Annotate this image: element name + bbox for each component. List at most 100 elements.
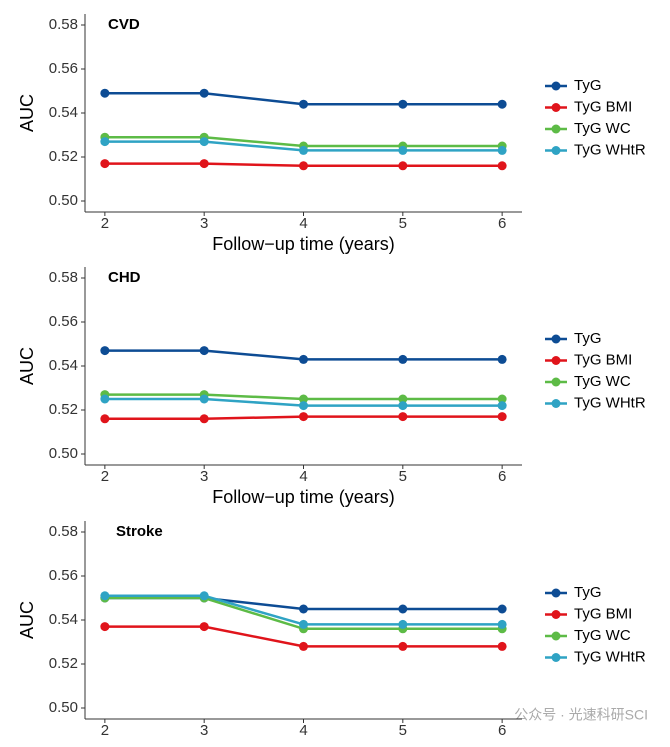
legend-label: TyG WC <box>574 120 631 137</box>
x-tick-label: 5 <box>399 722 407 739</box>
point <box>100 591 110 601</box>
y-tick-label: 0.54 <box>49 611 78 628</box>
point <box>299 641 308 651</box>
point <box>100 159 110 169</box>
panel-title: Stroke <box>116 523 163 540</box>
legend-key-point <box>551 103 561 112</box>
panel: 0.50 0.52 0.54 0.56 0.58 2 3 4 5 6 Follow−up time … <box>17 14 646 254</box>
point <box>299 161 308 171</box>
legend-key-point <box>551 653 561 662</box>
y-tick-label: 0.54 <box>49 104 78 121</box>
y-tick-label: 0.58 <box>49 269 78 286</box>
x-tick-label: 2 <box>101 722 109 739</box>
x-tick-label: 6 <box>498 722 506 739</box>
legend-key-point <box>551 399 561 408</box>
point <box>199 622 209 632</box>
legend-key-point <box>551 124 561 134</box>
point <box>299 354 308 364</box>
point <box>199 414 209 424</box>
legend-key-point <box>551 146 561 155</box>
y-tick-label: 0.52 <box>49 148 78 165</box>
x-tick-label: 4 <box>299 468 307 485</box>
legend-key-point <box>551 610 561 619</box>
point <box>199 137 209 147</box>
point <box>398 401 408 411</box>
point <box>497 412 507 422</box>
y-tick-label: 0.52 <box>49 655 78 672</box>
legend-label: TyG <box>574 330 602 347</box>
legend-label: TyG WHtR <box>574 394 646 411</box>
point <box>497 354 507 364</box>
point <box>398 99 408 109</box>
point <box>100 88 110 98</box>
y-tick-label: 0.56 <box>49 567 78 584</box>
point <box>299 604 308 614</box>
point <box>199 88 209 98</box>
point <box>398 619 408 629</box>
legend-key-point <box>551 81 561 91</box>
point <box>497 145 507 155</box>
legend-label: TyG WHtR <box>574 141 646 158</box>
x-tick-label: 2 <box>101 468 109 485</box>
y-tick-label: 0.54 <box>49 357 78 374</box>
point <box>299 394 308 404</box>
x-tick-label: 4 <box>299 722 307 739</box>
point <box>497 394 507 404</box>
y-tick-label: 0.56 <box>49 60 78 77</box>
point <box>398 161 408 171</box>
legend-label: TyG WC <box>574 627 631 644</box>
x-axis-label: Follow−up time (years) <box>212 234 395 254</box>
x-tick-label: 5 <box>399 215 407 232</box>
point <box>398 412 408 422</box>
x-tick-label: 5 <box>399 468 407 485</box>
point <box>100 346 110 356</box>
legend-label: TyG <box>574 584 602 601</box>
x-tick-label: 3 <box>200 468 208 485</box>
point <box>100 622 110 632</box>
x-tick-label: 4 <box>299 215 307 232</box>
y-axis-label: AUC <box>17 601 37 639</box>
point <box>299 412 308 422</box>
point <box>299 401 308 411</box>
point <box>497 161 507 171</box>
point <box>497 641 507 651</box>
y-tick-label: 0.50 <box>49 699 78 716</box>
legend-key-point <box>551 631 561 641</box>
x-axis-label: Follow−up time (years) <box>212 487 395 507</box>
panel-title: CHD <box>108 269 141 286</box>
point <box>497 619 507 629</box>
y-axis-label: AUC <box>17 94 37 132</box>
point <box>199 159 209 169</box>
point <box>299 619 308 629</box>
x-tick-label: 3 <box>200 215 208 232</box>
legend-key-point <box>551 334 561 344</box>
point <box>100 394 110 404</box>
y-tick-label: 0.58 <box>49 523 78 540</box>
point <box>199 591 209 601</box>
y-tick-label: 0.56 <box>49 313 78 330</box>
legend-label: TyG BMI <box>574 98 632 115</box>
point <box>199 394 209 404</box>
y-tick-label: 0.52 <box>49 401 78 418</box>
y-tick-label: 0.50 <box>49 192 78 209</box>
x-tick-label: 3 <box>200 722 208 739</box>
y-tick-label: 0.58 <box>49 16 78 33</box>
y-axis-label: AUC <box>17 347 37 385</box>
point <box>497 604 507 614</box>
point <box>100 137 110 147</box>
point <box>497 401 507 411</box>
panel: 0.50 0.52 0.54 0.56 0.58 2 3 4 5 6 Follow−up time … <box>17 267 646 507</box>
x-tick-label: 6 <box>498 468 506 485</box>
x-tick-label: 6 <box>498 215 506 232</box>
legend-label: TyG WC <box>574 373 631 390</box>
panel: 0.50 0.52 0.54 0.56 0.58 2 3 4 5 6 AUC Stroke TyG TyG… <box>17 521 646 739</box>
point <box>398 641 408 651</box>
point <box>299 99 308 109</box>
point <box>100 414 110 424</box>
y-tick-label: 0.50 <box>49 445 78 462</box>
point <box>398 354 408 364</box>
panel-title: CVD <box>108 16 140 33</box>
point <box>398 145 408 155</box>
legend-label: TyG WHtR <box>574 648 646 665</box>
legend-key-point <box>551 377 561 387</box>
